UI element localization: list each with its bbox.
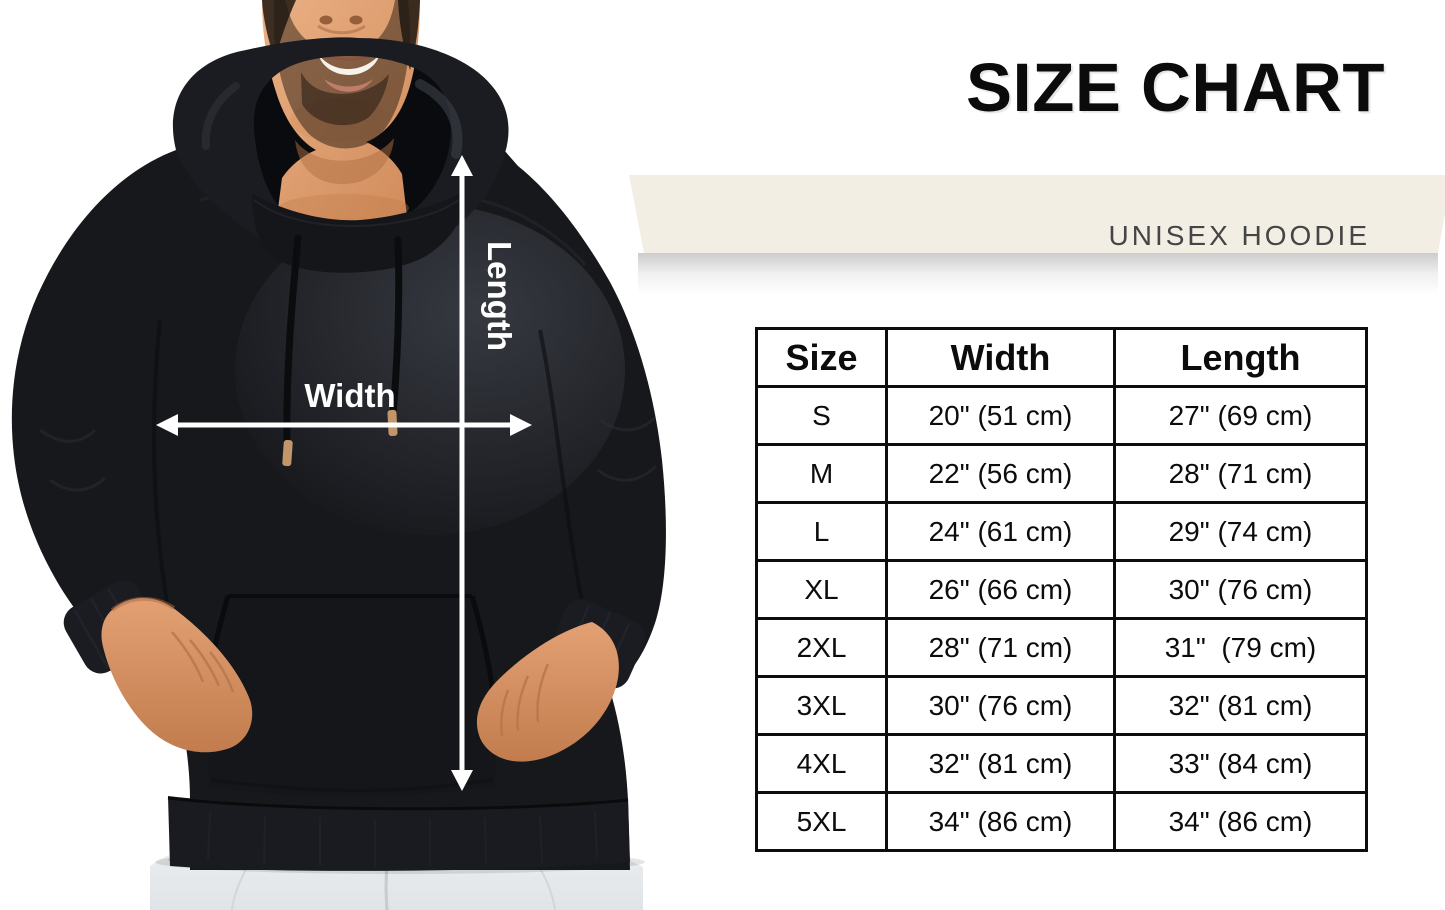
- cell-width: 22" (56 cm): [885, 443, 1116, 504]
- col-header-width: Width: [885, 327, 1116, 388]
- nose: [317, 15, 366, 35]
- cell-length: 30" (76 cm): [1113, 559, 1368, 620]
- hood: [172, 37, 509, 273]
- length-arrow: [451, 155, 473, 791]
- hand-left: [101, 596, 253, 753]
- cell-width: 20" (51 cm): [885, 385, 1116, 446]
- length-label: Length: [481, 241, 518, 351]
- hair-right: [398, 0, 420, 70]
- cell-size: S: [755, 385, 888, 446]
- cell-size: 4XL: [755, 733, 888, 794]
- cell-length: 34" (86 cm): [1113, 791, 1368, 852]
- model-photo: Width Length: [11, 0, 666, 910]
- drawstring-left: [282, 234, 302, 467]
- cell-size: 2XL: [755, 617, 888, 678]
- table-row: 4XL 32" (81 cm) 33" (84 cm): [755, 733, 1368, 794]
- page-title: SIZE CHART: [966, 49, 1385, 126]
- cell-length: 27" (69 cm): [1113, 385, 1368, 446]
- hand-right: [476, 622, 619, 762]
- table-header-row: Size Width Length: [755, 327, 1368, 388]
- col-header-length: Length: [1113, 327, 1368, 388]
- table-row: M 22" (56 cm) 28" (71 cm): [755, 443, 1368, 504]
- cell-size: 3XL: [755, 675, 888, 736]
- cell-width: 26" (66 cm): [885, 559, 1116, 620]
- cell-width: 32" (81 cm): [885, 733, 1116, 794]
- table-row: 3XL 30" (76 cm) 32" (81 cm): [755, 675, 1368, 736]
- table-row: 5XL 34" (86 cm) 34" (86 cm): [755, 791, 1368, 852]
- size-table: Size Width Length S 20" (51 cm) 27" (69 …: [755, 327, 1368, 852]
- width-arrow: [156, 414, 532, 436]
- cell-width: 24" (61 cm): [885, 501, 1116, 562]
- table-row: S 20" (51 cm) 27" (69 cm): [755, 385, 1368, 446]
- cell-size: M: [755, 443, 888, 504]
- col-header-size: Size: [755, 327, 888, 388]
- cell-width: 28" (71 cm): [885, 617, 1116, 678]
- cell-length: 32" (81 cm): [1113, 675, 1368, 736]
- product-name: UNISEX HOODIE: [1108, 220, 1370, 251]
- hem-band: [167, 796, 630, 871]
- cell-length: 31" (79 cm): [1113, 617, 1368, 678]
- cell-length: 29" (74 cm): [1113, 501, 1368, 562]
- product-banner: UNISEX HOODIE: [629, 175, 1445, 253]
- cell-length: 33" (84 cm): [1113, 733, 1368, 794]
- cell-size: 5XL: [755, 791, 888, 852]
- table-row: XL 26" (66 cm) 30" (76 cm): [755, 559, 1368, 620]
- face: [262, 0, 420, 225]
- table-row: L 24" (61 cm) 29" (74 cm): [755, 501, 1368, 562]
- table-row: 2XL 28" (71 cm) 31" (79 cm): [755, 617, 1368, 678]
- cell-size: XL: [755, 559, 888, 620]
- drawstring-tip: [282, 439, 293, 467]
- cell-size: L: [755, 501, 888, 562]
- cell-width: 30" (76 cm): [885, 675, 1116, 736]
- cell-width: 34" (86 cm): [885, 791, 1116, 852]
- cell-length: 28" (71 cm): [1113, 443, 1368, 504]
- kangaroo-pocket: [203, 594, 497, 797]
- width-label: Width: [304, 377, 395, 414]
- banner-shadow: [638, 253, 1438, 299]
